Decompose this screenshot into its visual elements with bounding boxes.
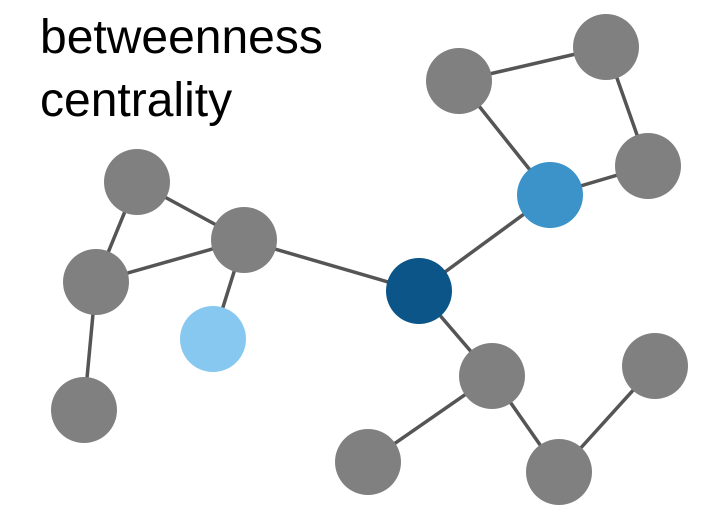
node-default-n-m [526, 439, 592, 505]
title-line-2: centrality [40, 74, 232, 127]
title-line-1: betweenness [40, 11, 323, 64]
node-default-n-b [63, 249, 129, 315]
node-medium-n-g [517, 162, 583, 228]
node-default-n-k [459, 343, 525, 409]
node-default-n-n [622, 333, 688, 399]
node-default-n-c [211, 207, 277, 273]
node-default-n-a [104, 149, 170, 215]
node-default-n-l [335, 429, 401, 495]
node-default-n-h [426, 48, 492, 114]
node-default-n-j [615, 133, 681, 199]
node-default-n-i [573, 14, 639, 80]
node-low-n-e [180, 306, 246, 372]
node-high-n-f [386, 258, 452, 324]
node-default-n-d [51, 377, 117, 443]
nodes-layer [51, 14, 688, 505]
